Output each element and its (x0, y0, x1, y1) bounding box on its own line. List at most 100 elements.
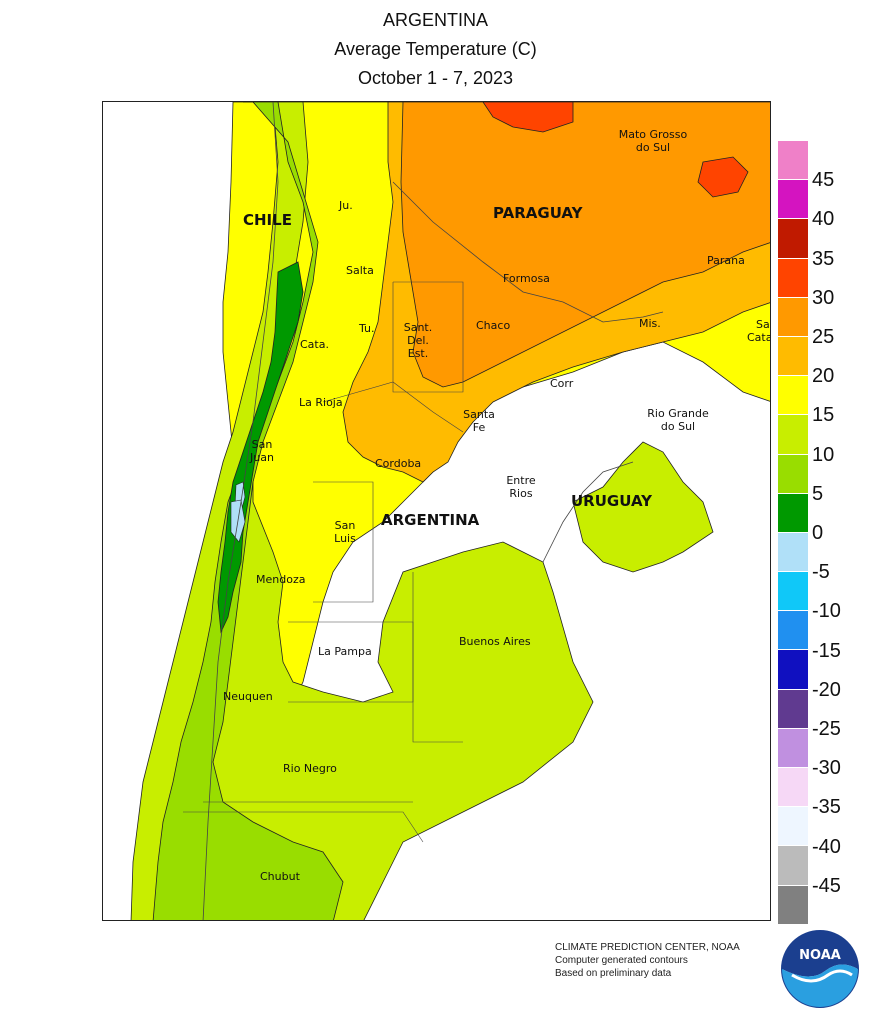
legend-swatch-1 (778, 180, 808, 220)
border-uruguay (542, 461, 634, 563)
legend-swatch-6 (778, 376, 808, 416)
label-san-juan-line2: Juan (250, 451, 274, 464)
label-sde-line2: Del. (407, 334, 429, 347)
legend-tick-label: -40 (812, 835, 841, 858)
noaa-logo-text: NOAA (799, 948, 841, 963)
label-san-luis-line1: San (334, 519, 356, 532)
label-entre-rios: Entre Rios (501, 474, 541, 500)
border-province-f (392, 281, 464, 393)
border-province-g (322, 381, 464, 433)
label-santa-catarina-line2: Cata (747, 331, 771, 344)
legend-swatch-7 (778, 415, 808, 455)
label-parana: Parana (707, 254, 745, 267)
border-argentina-chile (202, 102, 279, 920)
title-country: ARGENTINA (382, 10, 488, 30)
legend-swatch-8 (778, 454, 808, 494)
legend-tick-label: -15 (812, 639, 841, 662)
label-la-rioja: La Rioja (299, 396, 343, 409)
credit-agency: CLIMATE PREDICTION CENTER, NOAA (555, 942, 740, 953)
label-rio-grande-line1: Rio Grande (647, 407, 709, 420)
label-san-juan: San Juan (245, 438, 279, 464)
noaa-logo-icon: NOAA (781, 930, 859, 1008)
label-santa-fe: Santa Fe (459, 408, 499, 434)
label-santiago-del-estero: Sant. Del. Est. (393, 321, 443, 360)
legend-tick-label: 35 (812, 247, 835, 270)
title-variable: Average Temperature (C) (334, 39, 537, 59)
legend-tick-label: -35 (812, 796, 841, 819)
legend-swatch-17 (778, 807, 808, 847)
label-buenos-aires: Buenos Aires (459, 635, 531, 648)
legend-tick-label: 25 (812, 326, 835, 348)
label-rio-negro: Rio Negro (283, 762, 337, 775)
contour-30-35-a (482, 102, 574, 133)
legend-swatch-16 (778, 768, 808, 808)
legend-tick-label: -45 (812, 874, 841, 897)
label-mato-grosso-line2: do Sul (635, 141, 671, 154)
legend-swatch-13 (778, 650, 808, 690)
label-tucuman: Tu. (359, 322, 375, 335)
legend-swatch-4 (778, 297, 808, 337)
legend-swatch-15 (778, 728, 808, 768)
label-santa-fe-line2: Fe (472, 421, 486, 434)
label-uruguay: URUGUAY (571, 492, 652, 510)
label-rio-grande-do-sul: Rio Grande do Sul (638, 407, 718, 433)
label-mato-grosso-line1: Mato Grosso (618, 128, 688, 141)
legend-tick-label: 0 (812, 522, 824, 544)
label-paraguay: PARAGUAY (493, 204, 583, 222)
label-san-juan-line1: San (251, 438, 273, 451)
title-period: October 1 - 7, 2023 (357, 68, 514, 88)
legend-swatch-19 (778, 885, 808, 925)
map-contours (103, 102, 770, 920)
legend-swatch-14 (778, 689, 808, 729)
label-santa-catarina: Sa Cata (747, 318, 770, 344)
legend-swatch-9 (778, 493, 808, 533)
label-santa-catarina-line1: Sa (756, 318, 770, 331)
legend-swatch-2 (778, 219, 808, 259)
label-cordoba: Cordoba (375, 457, 422, 470)
label-mendoza: Mendoza (256, 573, 306, 586)
contour-30-35-b (697, 156, 749, 198)
label-entre-rios-line1: Entre (506, 474, 536, 487)
legend-tick-label: -30 (812, 757, 841, 780)
legend-tick-label: -25 (812, 718, 841, 740)
label-salta: Salta (346, 264, 374, 277)
label-san-luis: San Luis (328, 519, 362, 545)
legend-swatch-18 (778, 846, 808, 886)
map-title: ARGENTINA Average Temperature (C) Octobe… (0, 6, 871, 93)
legend-swatch-12 (778, 611, 808, 651)
color-legend (778, 141, 808, 925)
legend-tick-label: 20 (812, 365, 835, 388)
contour-10-15 (130, 102, 594, 920)
credit-method: Computer generated contours (555, 955, 688, 966)
label-jujuy: Ju. (339, 199, 353, 212)
label-sde-line3: Est. (407, 347, 429, 360)
legend-tick-label: 15 (812, 404, 835, 427)
legend-tick-label: -5 (812, 561, 830, 584)
label-santa-fe-line1: Santa (463, 408, 495, 421)
border-province-e (183, 811, 424, 843)
legend-tick-label: -20 (812, 678, 841, 701)
legend-tick-label: 30 (812, 286, 835, 309)
legend-swatch-5 (778, 336, 808, 377)
label-chubut: Chubut (260, 870, 300, 883)
label-sde-line1: Sant. (403, 321, 433, 334)
label-corrientes: Corr (550, 377, 574, 390)
temperature-map: CHILE PARAGUAY ARGENTINA URUGUAY Mato Gr… (102, 101, 771, 921)
border-paraguay (392, 181, 664, 323)
contour-uruguay-10-15 (572, 441, 714, 573)
label-catamarca: Cata. (300, 338, 329, 351)
legend-swatch-11 (778, 572, 808, 612)
legend-swatch-3 (778, 258, 808, 298)
label-chaco: Chaco (476, 319, 511, 332)
legend-tick-label: 45 (812, 169, 835, 192)
legend-swatch-10 (778, 532, 808, 573)
border-province-a (313, 481, 374, 603)
label-chile: CHILE (243, 211, 292, 229)
label-entre-rios-line2: Rios (509, 487, 533, 500)
credit-data: Based on preliminary data (555, 968, 672, 979)
label-mato-grosso: Mato Grosso do Sul (608, 128, 698, 154)
label-neuquen: Neuquen (223, 690, 273, 703)
legend-tick-label: 10 (812, 443, 835, 466)
label-rio-grande-line2: do Sul (660, 420, 696, 433)
legend-tick-label: -10 (812, 600, 841, 623)
